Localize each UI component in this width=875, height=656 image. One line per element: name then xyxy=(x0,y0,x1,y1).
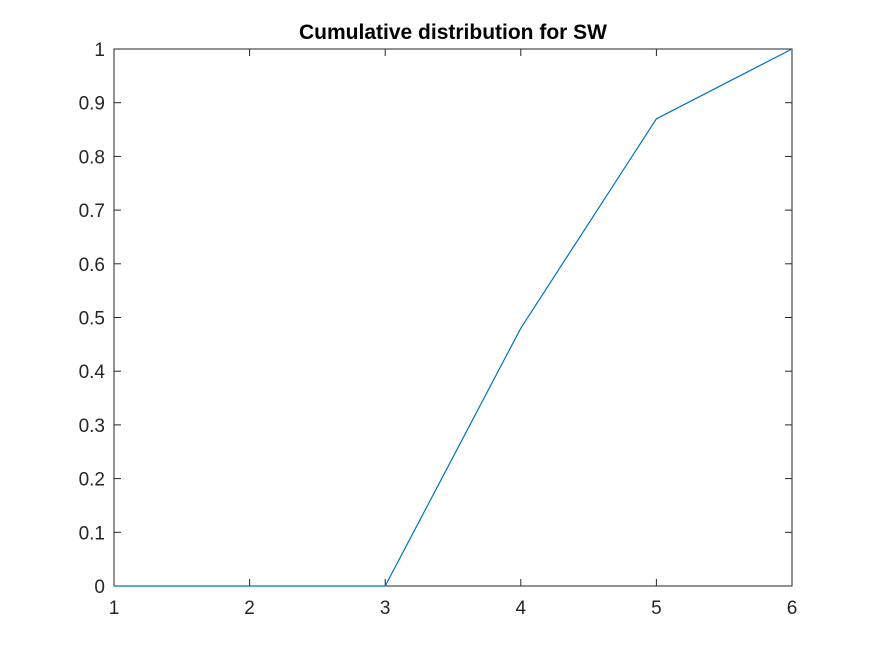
y-tick-label: 0 xyxy=(94,577,105,598)
plot-area xyxy=(113,48,793,587)
y-tick-label: 0.6 xyxy=(79,255,105,276)
series-layer xyxy=(114,48,793,587)
x-tick-label: 4 xyxy=(516,598,527,619)
series-line xyxy=(114,48,793,587)
x-tick-label: 5 xyxy=(651,598,662,619)
x-axis: 1 2 3 4 5 6 xyxy=(109,49,798,619)
y-axis: 0 0.1 0.2 0.3 0.4 0.5 0.6 0.7 0.8 0.9 1 xyxy=(79,40,792,598)
x-tick-label: 2 xyxy=(244,598,255,619)
y-tick-label: 0.1 xyxy=(79,523,105,544)
x-tick-label: 3 xyxy=(380,598,391,619)
y-tick-label: 0.2 xyxy=(79,470,105,491)
x-tick-label: 6 xyxy=(787,598,798,619)
y-tick-label: 1 xyxy=(94,40,105,61)
y-tick-label: 0.3 xyxy=(79,416,105,437)
y-tick-label: 0.4 xyxy=(79,362,106,383)
y-tick-label: 0.9 xyxy=(79,94,105,115)
y-tick-label: 0.5 xyxy=(79,309,105,330)
y-tick-label: 0.8 xyxy=(79,147,105,168)
y-tick-label: 0.7 xyxy=(79,201,105,222)
x-tick-label: 1 xyxy=(109,598,120,619)
chart-title: Cumulative distribution for SW xyxy=(299,21,607,44)
